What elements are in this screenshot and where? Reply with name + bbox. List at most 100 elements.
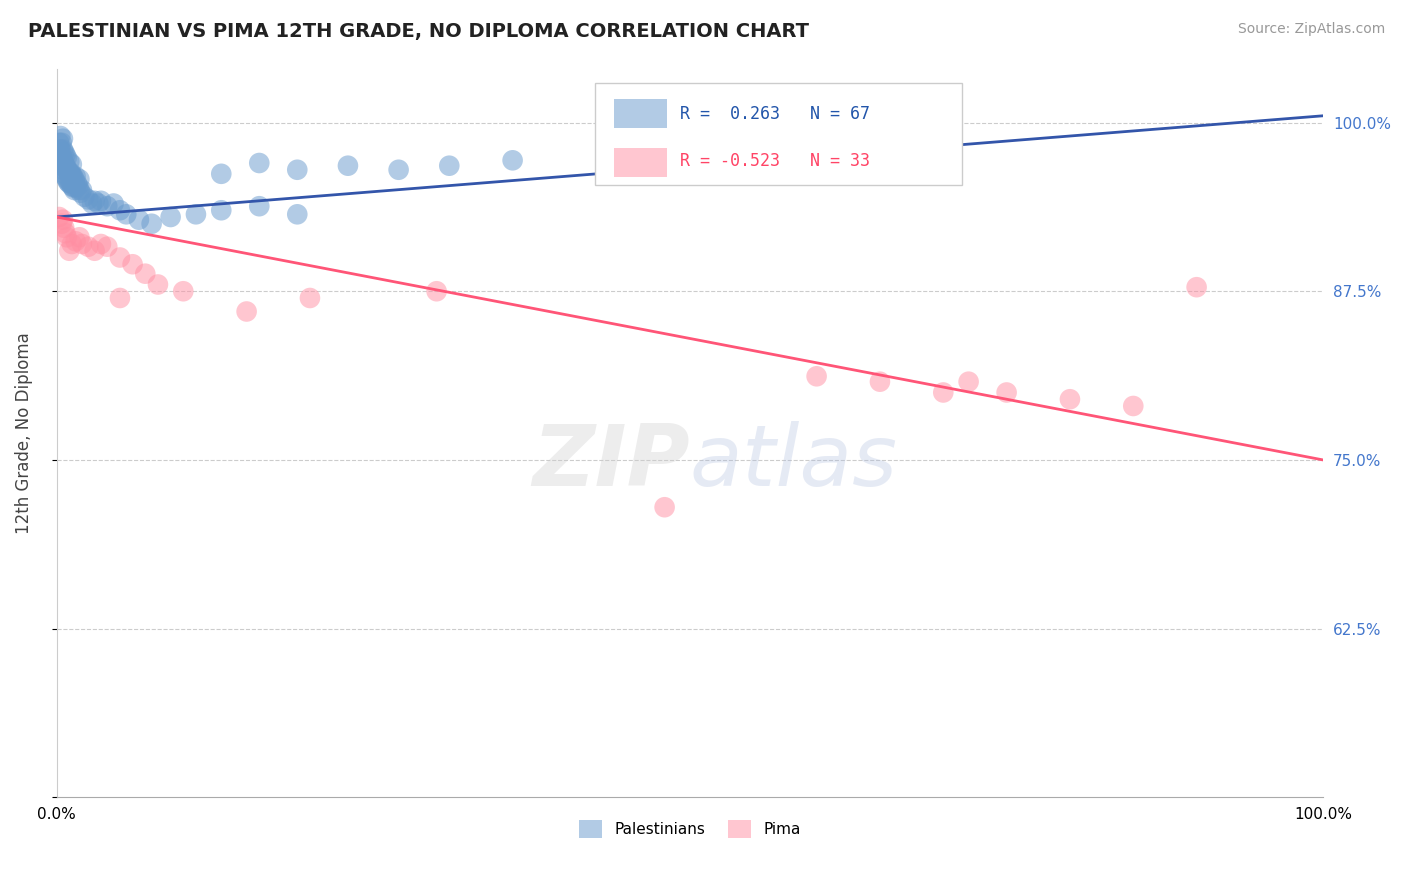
Point — [83, 194, 105, 208]
Point — [62, 180, 84, 194]
Point — [115, 207, 138, 221]
Point — [235, 304, 257, 318]
Point — [247, 199, 270, 213]
Point — [388, 162, 411, 177]
Point — [806, 369, 828, 384]
Point — [62, 169, 84, 184]
Point — [134, 267, 156, 281]
Point — [298, 291, 321, 305]
Point — [77, 240, 100, 254]
Point — [55, 159, 77, 173]
Point — [69, 186, 91, 200]
Text: Source: ZipAtlas.com: Source: ZipAtlas.com — [1237, 22, 1385, 37]
Point — [59, 165, 82, 179]
Point — [285, 207, 308, 221]
Point — [90, 194, 112, 208]
Point — [73, 190, 96, 204]
Point — [869, 375, 891, 389]
Point — [70, 237, 93, 252]
Point — [58, 165, 80, 179]
Text: R = -0.523   N = 33: R = -0.523 N = 33 — [681, 153, 870, 170]
Point — [87, 196, 110, 211]
Point — [53, 145, 76, 160]
Point — [51, 136, 73, 150]
Point — [58, 154, 80, 169]
Point — [65, 169, 87, 184]
Point — [55, 161, 77, 176]
Point — [995, 385, 1018, 400]
Point — [654, 500, 676, 515]
Point — [49, 128, 72, 143]
FancyBboxPatch shape — [595, 83, 962, 186]
Point — [65, 235, 87, 249]
Point — [90, 237, 112, 252]
Point — [49, 156, 72, 170]
Point — [53, 156, 76, 170]
Point — [426, 285, 449, 299]
Point — [96, 199, 118, 213]
Point — [48, 149, 70, 163]
Point — [108, 203, 131, 218]
FancyBboxPatch shape — [614, 148, 666, 178]
Point — [51, 149, 73, 163]
Point — [52, 212, 75, 227]
Point — [52, 153, 75, 168]
Point — [60, 168, 83, 182]
Point — [128, 212, 150, 227]
Point — [108, 251, 131, 265]
Point — [49, 143, 72, 157]
Point — [58, 244, 80, 258]
Point — [65, 180, 87, 194]
Point — [59, 176, 82, 190]
Point — [121, 257, 143, 271]
Point — [285, 162, 308, 177]
Point — [48, 210, 70, 224]
Point — [55, 151, 77, 165]
Point — [1185, 280, 1208, 294]
Point — [957, 375, 980, 389]
Point — [141, 217, 163, 231]
Point — [184, 207, 207, 221]
Point — [66, 176, 89, 190]
Point — [63, 172, 86, 186]
FancyBboxPatch shape — [614, 100, 666, 128]
Y-axis label: 12th Grade, No Diploma: 12th Grade, No Diploma — [15, 332, 32, 533]
Text: ZIP: ZIP — [533, 421, 690, 504]
Point — [502, 153, 524, 168]
Point — [56, 175, 79, 189]
Point — [70, 183, 93, 197]
Point — [55, 230, 77, 244]
Point — [336, 159, 359, 173]
Point — [247, 156, 270, 170]
Text: R =  0.263   N = 67: R = 0.263 N = 67 — [681, 104, 870, 123]
Point — [58, 176, 80, 190]
Point — [80, 196, 103, 211]
Point — [53, 220, 76, 235]
Point — [172, 285, 194, 299]
Point — [51, 217, 73, 231]
Point — [55, 226, 77, 240]
Text: atlas: atlas — [690, 421, 898, 504]
Point — [60, 237, 83, 252]
Point — [77, 193, 100, 207]
Point — [159, 210, 181, 224]
Point — [55, 172, 77, 186]
Point — [55, 148, 77, 162]
Point — [60, 178, 83, 193]
Point — [67, 230, 90, 244]
Point — [209, 167, 232, 181]
Point — [67, 183, 90, 197]
Legend: Palestinians, Pima: Palestinians, Pima — [574, 814, 807, 845]
Point — [53, 167, 76, 181]
Point — [1122, 399, 1144, 413]
Point — [55, 169, 77, 184]
Point — [67, 172, 90, 186]
Point — [146, 277, 169, 292]
Point — [48, 136, 70, 150]
Point — [108, 291, 131, 305]
Point — [209, 203, 232, 218]
Point — [96, 240, 118, 254]
Point — [52, 143, 75, 157]
Point — [103, 196, 125, 211]
Text: PALESTINIAN VS PIMA 12TH GRADE, NO DIPLOMA CORRELATION CHART: PALESTINIAN VS PIMA 12TH GRADE, NO DIPLO… — [28, 22, 808, 41]
